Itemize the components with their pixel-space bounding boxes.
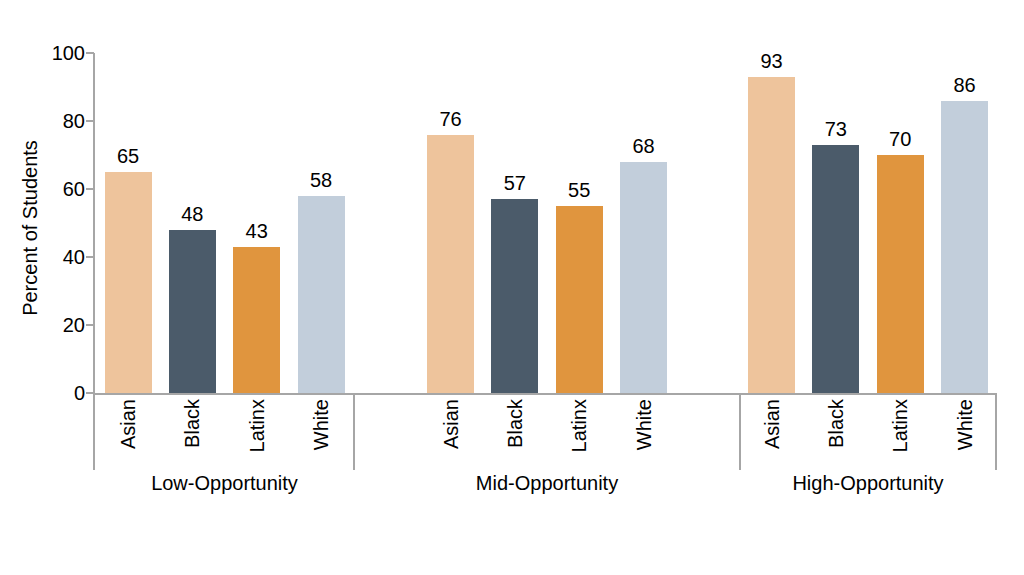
bar-white-3: [941, 101, 988, 393]
bar-asian-3: [748, 77, 795, 393]
bar-latinx-2: [556, 206, 603, 393]
category-divider: [93, 393, 95, 470]
bar-white-2: [620, 162, 667, 393]
bar-value-label: 55: [547, 179, 611, 202]
x-axis-line: [93, 393, 997, 395]
bar-value-label: 58: [289, 169, 353, 192]
bar-latinx-1: [233, 247, 280, 393]
bar-value-label: 57: [483, 172, 547, 195]
y-tick-label: 60: [30, 178, 85, 200]
y-tick-label: 20: [30, 314, 85, 336]
bar-category-label: Asian: [440, 399, 462, 469]
y-tick-mark: [86, 120, 94, 122]
bar-category-label: Asian: [761, 399, 783, 469]
y-tick-label: 80: [30, 110, 85, 132]
bar-category-label: Latinx: [568, 399, 590, 469]
bar-value-label: 93: [740, 50, 804, 73]
y-tick-mark: [86, 324, 94, 326]
bar-black-2: [491, 199, 538, 393]
bar-category-label: White: [633, 399, 655, 469]
y-axis-title: Percent of Students: [18, 108, 42, 348]
bar-value-label: 43: [225, 220, 289, 243]
bar-value-label: 65: [96, 145, 160, 168]
bar-latinx-3: [877, 155, 924, 393]
y-tick-mark: [86, 188, 94, 190]
y-tick-mark: [86, 52, 94, 54]
bar-category-label: Black: [181, 399, 203, 469]
y-tick-label: 100: [30, 42, 85, 64]
bar-value-label: 76: [419, 108, 483, 131]
bar-black-1: [169, 230, 216, 393]
bar-asian-2: [427, 135, 474, 393]
grouped-bar-chart: Percent of Students 0 20 40 60 80 100 65 Asian 4…: [0, 0, 1024, 575]
category-divider: [739, 393, 741, 470]
group-label: Low-Opportunity: [95, 471, 354, 495]
y-axis-line: [93, 53, 95, 395]
bar-value-label: 48: [160, 203, 224, 226]
category-divider: [995, 393, 997, 470]
bar-category-label: Latinx: [246, 399, 268, 469]
bar-value-label: 73: [804, 118, 868, 141]
bar-category-label: Asian: [117, 399, 139, 469]
category-divider: [353, 393, 355, 470]
bar-value-label: 68: [612, 135, 676, 158]
group-label: High-Opportunity: [740, 471, 996, 495]
bar-category-label: Black: [825, 399, 847, 469]
bar-asian-1: [105, 172, 152, 393]
bar-category-label: Black: [504, 399, 526, 469]
bar-white-1: [298, 196, 345, 393]
bar-black-3: [812, 145, 859, 393]
y-tick-label: 0: [30, 382, 85, 404]
y-tick-label: 40: [30, 246, 85, 268]
bar-category-label: Latinx: [889, 399, 911, 469]
bar-category-label: White: [310, 399, 332, 469]
group-label: Mid-Opportunity: [354, 471, 740, 495]
bar-value-label: 70: [868, 128, 932, 151]
bar-category-label: White: [954, 399, 976, 469]
bar-value-label: 86: [933, 74, 997, 97]
y-tick-mark: [86, 256, 94, 258]
